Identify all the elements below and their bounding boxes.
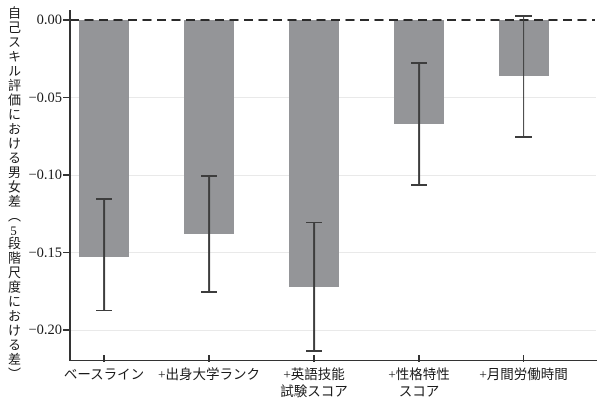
y-tick-label: −0.05 [28,89,62,106]
error-bar-line [103,198,105,312]
y-axis-label-part2: 段階尺度における差） [6,236,21,382]
x-tick [313,354,315,362]
x-tick [418,354,420,362]
error-bar-cap [200,291,218,293]
y-axis-label-digit: 5 [10,223,17,237]
y-tick [63,19,70,21]
x-category-label-line: +英語技能 [283,367,345,382]
y-tick-label: 0.00 [36,12,62,28]
zero-line [70,18,595,22]
error-bar-cap [410,184,428,186]
x-category-label: ベースライン [29,366,179,383]
gridline [70,329,596,331]
error-bar-line [313,221,315,352]
x-tick [103,354,105,362]
x-category-label: +出身大学ランク [134,366,284,383]
error-bar-cap [515,135,532,138]
error-bar [200,175,218,293]
y-tick [63,96,70,99]
error-bar-cap [95,309,113,312]
x-axis-line [69,359,597,362]
x-category-label-line: +出身大学ランク [157,367,261,382]
y-tick-label: −0.10 [28,167,62,183]
error-bar [95,198,113,312]
x-category-label-line: ベースライン [63,367,145,382]
error-bar-line [418,61,420,186]
x-category-label: +性格特性スコア [344,366,494,400]
error-bar-cap [95,198,113,201]
error-bar-cap [305,221,323,224]
x-category-label-line: +月間労働時間 [479,367,568,382]
error-bar-cap [515,15,532,18]
error-bar [410,61,428,186]
y-tick-label: −0.15 [28,244,62,261]
y-axis-label: 自己スキル評価における男女差（5段階尺度における差） [3,6,23,382]
error-bar-line [208,175,210,293]
error-bar-cap [410,61,428,64]
y-tick [63,329,70,331]
x-category-label-line: 試験スコア [280,384,348,399]
x-category-label-line: スコア [398,384,440,399]
x-category-label: +英語技能試験スコア [239,366,389,400]
error-bar [305,221,323,352]
error-bar-line [522,15,525,138]
x-category-label-line: +性格特性 [388,367,450,382]
y-axis-label-part1: 自己スキル評価における男女差（ [6,6,21,224]
error-bar-cap [305,349,323,352]
y-axis-line [69,10,71,361]
error-bar [515,15,532,138]
x-category-label: +月間労働時間 [449,366,599,383]
error-bar-cap [200,175,218,177]
y-tick [63,251,70,254]
x-tick [208,354,210,362]
y-tick [63,174,70,176]
x-tick [522,354,525,362]
y-tick-label: −0.20 [28,322,62,338]
